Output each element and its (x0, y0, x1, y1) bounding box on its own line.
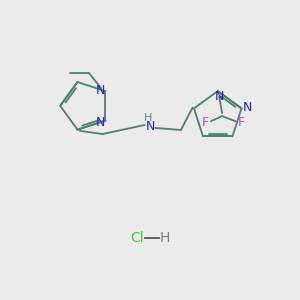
Text: Cl: Cl (130, 231, 144, 245)
Text: H: H (143, 113, 152, 123)
Text: N: N (95, 84, 105, 97)
Text: N: N (214, 91, 224, 103)
Text: N: N (243, 101, 252, 114)
Text: F: F (238, 116, 245, 129)
Text: N: N (145, 120, 155, 133)
Text: H: H (160, 231, 170, 245)
Text: N: N (95, 116, 105, 128)
Text: F: F (202, 116, 208, 129)
